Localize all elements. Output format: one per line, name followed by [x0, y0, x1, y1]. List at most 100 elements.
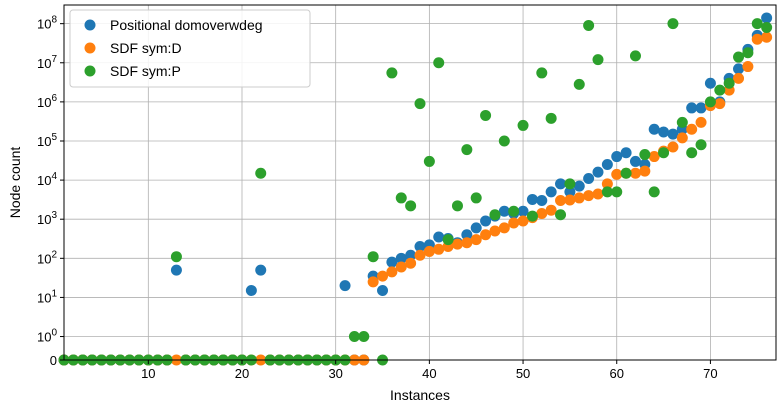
y-tick-exponent: 8: [51, 15, 57, 26]
x-tick-label: 70: [703, 366, 717, 381]
data-point: [470, 192, 482, 204]
data-point: [733, 63, 745, 75]
data-point: [339, 280, 351, 292]
data-point: [601, 159, 613, 171]
y-tick-exponent: 4: [51, 171, 57, 182]
data-point: [761, 21, 773, 33]
data-point: [498, 222, 510, 234]
legend-marker: [84, 65, 96, 77]
legend-marker: [84, 42, 96, 54]
data-point: [545, 186, 557, 198]
data-point: [564, 186, 576, 198]
data-point: [667, 141, 679, 153]
data-point: [536, 67, 548, 79]
y-tick-exponent: 2: [51, 249, 57, 260]
plot-frame: [63, 4, 777, 361]
data-point: [704, 96, 716, 108]
y-tick-label: 0: [50, 353, 57, 368]
data-point: [498, 135, 510, 147]
data-point: [498, 205, 510, 217]
data-point: [480, 229, 492, 241]
data-point: [714, 84, 726, 96]
data-point: [686, 123, 698, 135]
data-point: [742, 61, 754, 73]
data-point: [648, 151, 660, 163]
y-tick-exponent: 3: [51, 210, 57, 221]
x-tick-label: 60: [610, 366, 624, 381]
data-point: [742, 47, 754, 59]
y-tick-exponent: 0: [51, 328, 57, 339]
data-point: [414, 249, 426, 261]
data-point: [405, 200, 417, 212]
data-point: [255, 264, 267, 276]
y-tick-exponent: 5: [51, 132, 57, 143]
data-point: [470, 234, 482, 246]
legend-label: SDF sym:D: [110, 40, 182, 56]
x-tick-label: 50: [516, 366, 530, 381]
data-point: [611, 151, 623, 163]
y-tick-exponent: 1: [51, 288, 57, 299]
data-point: [405, 257, 417, 269]
data-point: [451, 238, 463, 250]
data-point: [629, 50, 641, 62]
data-point: [723, 77, 735, 89]
data-point: [573, 78, 585, 90]
legend-marker: [84, 19, 96, 31]
data-point: [658, 147, 670, 159]
data-point: [517, 215, 529, 227]
data-point: [695, 116, 707, 128]
data-point: [480, 215, 492, 227]
data-point: [433, 243, 445, 255]
data-point: [601, 186, 613, 198]
data-point: [517, 119, 529, 131]
data-point: [480, 109, 492, 121]
data-point: [583, 172, 595, 184]
data-point: [733, 51, 745, 63]
data-point: [676, 116, 688, 128]
data-point: [695, 102, 707, 114]
legend-label: Positional domoverwdeg: [110, 17, 263, 33]
x-tick-label: 10: [141, 366, 155, 381]
x-tick-label: 30: [328, 366, 342, 381]
legend: Positional domoverwdeg SDF sym:D SDF sym:P: [69, 9, 311, 88]
data-point: [461, 237, 473, 249]
data-point: [564, 194, 576, 206]
data-point: [648, 123, 660, 135]
data-point: [414, 98, 426, 110]
data-point: [751, 33, 763, 45]
data-point: [620, 147, 632, 159]
data-point: [545, 204, 557, 216]
data-point: [508, 217, 520, 229]
data-point: [442, 234, 454, 246]
data-point: [639, 165, 651, 177]
data-point: [583, 19, 595, 31]
data-point: [423, 245, 435, 257]
data-point: [733, 72, 745, 84]
data-point: [386, 266, 398, 278]
data-point: [451, 200, 463, 212]
x-tick-label: 40: [422, 366, 436, 381]
data-point: [573, 192, 585, 204]
data-point: [414, 241, 426, 253]
data-point: [470, 222, 482, 234]
y-tick-exponent: 6: [51, 93, 57, 104]
data-point: [170, 264, 182, 276]
data-point: [423, 155, 435, 167]
data-point: [592, 54, 604, 66]
data-point: [555, 209, 567, 221]
data-point: [536, 207, 548, 219]
data-point: [508, 205, 520, 217]
data-point: [667, 128, 679, 140]
data-point: [405, 249, 417, 261]
data-point: [629, 167, 641, 179]
legend-box: [69, 9, 311, 88]
data-point: [639, 149, 651, 161]
data-point: [526, 193, 538, 205]
data-point: [601, 178, 613, 190]
data-point: [545, 112, 557, 124]
data-point: [620, 167, 632, 179]
data-point: [348, 331, 360, 343]
x-axis-label: Instances: [390, 387, 450, 403]
